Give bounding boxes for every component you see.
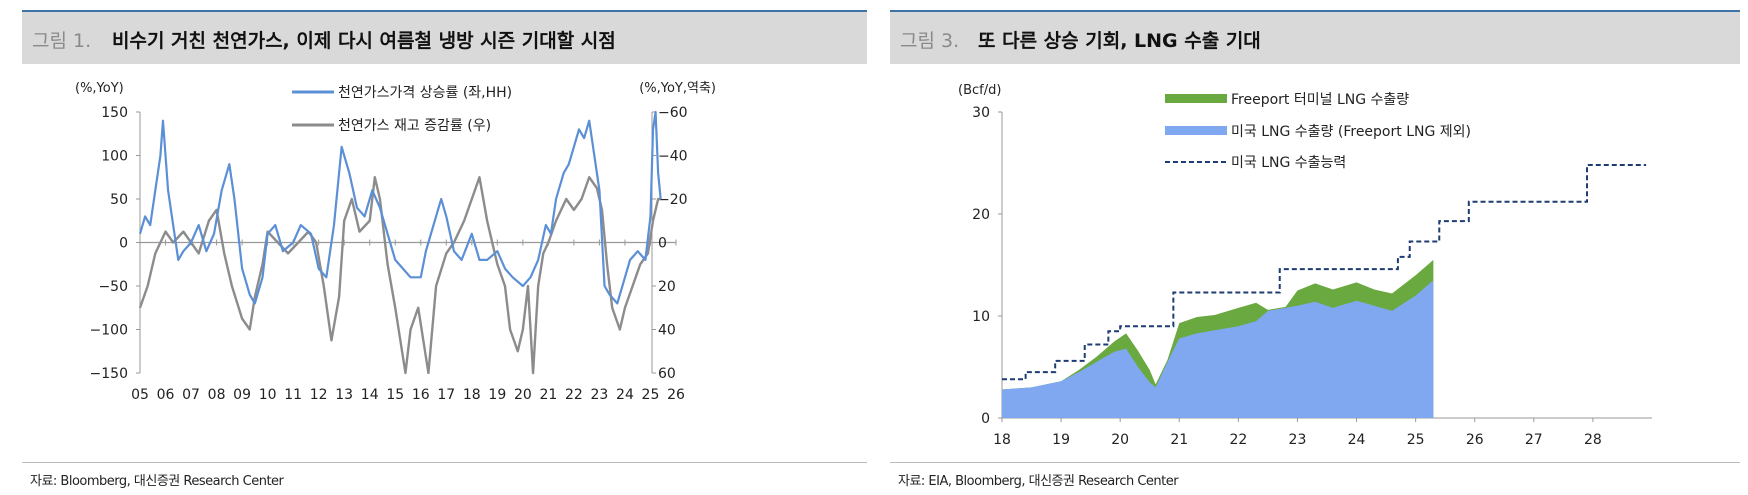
chart-title: 또 다른 상승 기회, LNG 수출 기대 [978,30,1261,52]
x-tick-label: 08 [208,387,226,403]
y-tick-label: 30 [972,105,990,121]
x-tick-label: 10 [259,387,277,403]
y-left-tick-label: −150 [90,366,128,382]
x-tick-label: 13 [335,387,353,403]
x-tick-label: 22 [565,387,583,403]
legend-label-gas-price: 천연가스가격 상승률 (좌,HH) [338,85,512,101]
x-tick-label: 27 [1525,432,1543,448]
x-tick-label: 24 [616,387,634,403]
x-tick-label: 12 [310,387,328,403]
y-left-tick-label: 0 [119,236,128,252]
series-line-gas-storage [138,176,661,375]
lng-export-chart: 30 20 10 018 19 20 21 22 23 24 25 26 27 28 (Bcf/d) Free… [958,83,1652,448]
x-tick-label: 28 [1584,432,1602,448]
x-tick-label: 23 [1289,432,1307,448]
x-tick-label: 22 [1229,432,1247,448]
source-divider [890,462,1740,463]
x-tick-label: 20 [514,387,532,403]
x-tick-label: 26 [1466,432,1484,448]
series-line-gas-price [138,110,662,305]
x-tick-label: 21 [1170,432,1188,448]
y-tick-label: 10 [972,309,990,325]
x-tick-label: 09 [233,387,251,403]
legend-label-capacity: 미국 LNG 수출능력 [1231,155,1346,171]
y-right-tick-label: 60 [658,366,676,382]
y-right-tick-label: −60 [658,105,688,121]
chart-panel-gas-price: 그림 1. 비수기 거친 천연가스, 이제 다시 여름철 냉방 시즌 기대할 시… [22,0,867,495]
x-tick-label: 25 [1407,432,1425,448]
x-tick-label: 18 [463,387,481,403]
source-divider [22,462,867,463]
gas-price-chart: 150 100 50 0 −50 −100 −150 −60 −40 −20 0 20 40 60 05 06… [75,81,716,403]
panel-title-bar: 그림 3. 또 다른 상승 기회, LNG 수출 기대 [890,10,1740,64]
x-tick-label: 20 [1111,432,1129,448]
legend-label-freeport: Freeport 터미널 LNG 수출량 [1231,92,1409,108]
x-tick-label: 26 [667,387,685,403]
x-tick-label: 06 [157,387,175,403]
x-tick-label: 25 [642,387,660,403]
y-right-tick-label: 40 [658,323,676,339]
y-left-axis-label: (%,YoY) [75,81,124,96]
y-left-tick-label: 150 [101,105,128,121]
legend-swatch-freeport [1165,94,1227,103]
x-tick-label: 17 [437,387,455,403]
x-tick-label: 18 [993,432,1011,448]
source-note: 자료: Bloomberg, 대신증권 Research Center [30,474,284,489]
x-tick-label: 14 [361,387,379,403]
step-line-lng-capacity [1002,164,1647,381]
chart-panel-lng-export: 그림 3. 또 다른 상승 기회, LNG 수출 기대 30 20 10 0 18 19 2… [890,0,1740,495]
y-right-tick-label: −20 [658,192,688,208]
x-tick-label: 21 [539,387,557,403]
x-tick-label: 15 [386,387,404,403]
y-left-tick-label: 100 [101,149,128,165]
x-tick-label: 23 [591,387,609,403]
y-tick-label: 0 [981,411,990,427]
figure-label: 그림 3. [900,30,960,52]
y-axis-label: (Bcf/d) [958,83,1001,98]
x-tick-label: 19 [1052,432,1070,448]
x-tick-label: 07 [182,387,200,403]
x-tick-label: 11 [284,387,302,403]
y-left-tick-label: −100 [90,323,128,339]
y-tick-label: 20 [972,207,990,223]
chart-title: 비수기 거친 천연가스, 이제 다시 여름철 냉방 시즌 기대할 시점 [112,30,616,52]
x-tick-label: 16 [412,387,430,403]
source-note: 자료: EIA, Bloomberg, 대신증권 Research Center [898,474,1179,489]
y-right-axis-label: (%,YoY,역축) [639,81,716,96]
y-right-tick-label: −40 [658,149,688,165]
legend-label-us-lng: 미국 LNG 수출량 (Freeport LNG 제외) [1231,124,1471,140]
panel-title-bar: 그림 1. 비수기 거친 천연가스, 이제 다시 여름철 냉방 시즌 기대할 시… [22,10,867,64]
y-right-tick-label: 20 [658,279,676,295]
y-left-tick-label: −50 [98,279,128,295]
x-tick-label: 19 [488,387,506,403]
x-tick-label: 05 [131,387,149,403]
legend-swatch-us-lng [1165,126,1227,135]
x-tick-label: 24 [1348,432,1366,448]
y-left-tick-label: 50 [110,192,128,208]
legend-label-gas-storage: 천연가스 재고 증감률 (우) [338,118,491,134]
area-us-lng-export [1002,280,1434,418]
figure-label: 그림 1. [32,30,92,52]
y-right-tick-label: 0 [658,236,667,252]
